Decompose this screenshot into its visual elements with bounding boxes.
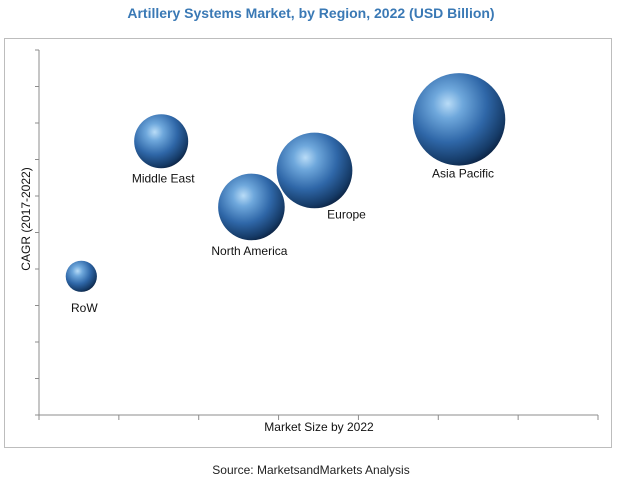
bubble-label-middle-east: Middle East [132,171,195,185]
bubble-north-america [218,173,285,241]
bubble-label-europe: Europe [327,207,366,221]
y-axis-label: CAGR (2017-2022) [19,167,33,270]
bubble-labels-layer: RoW Middle East North America Europe Asia Pa… [71,167,494,315]
plot-area-border [4,38,612,448]
source-note: Source: MarketsandMarkets Analysis [212,463,410,477]
bubble-label-row: RoW [71,301,98,315]
x-axis-label: Market Size by 2022 [264,420,374,434]
bubble-middle-east [134,114,189,169]
bubbles-layer [65,73,506,292]
bubble-row [65,260,97,292]
bubble-label-north-america: North America [211,244,287,258]
bubble-europe [276,132,353,209]
axes [35,49,599,420]
bubble-label-asia-pacific: Asia Pacific [432,167,494,181]
bubble-asia-pacific [412,73,506,166]
chart-title: Artillery Systems Market, by Region, 202… [127,5,495,21]
